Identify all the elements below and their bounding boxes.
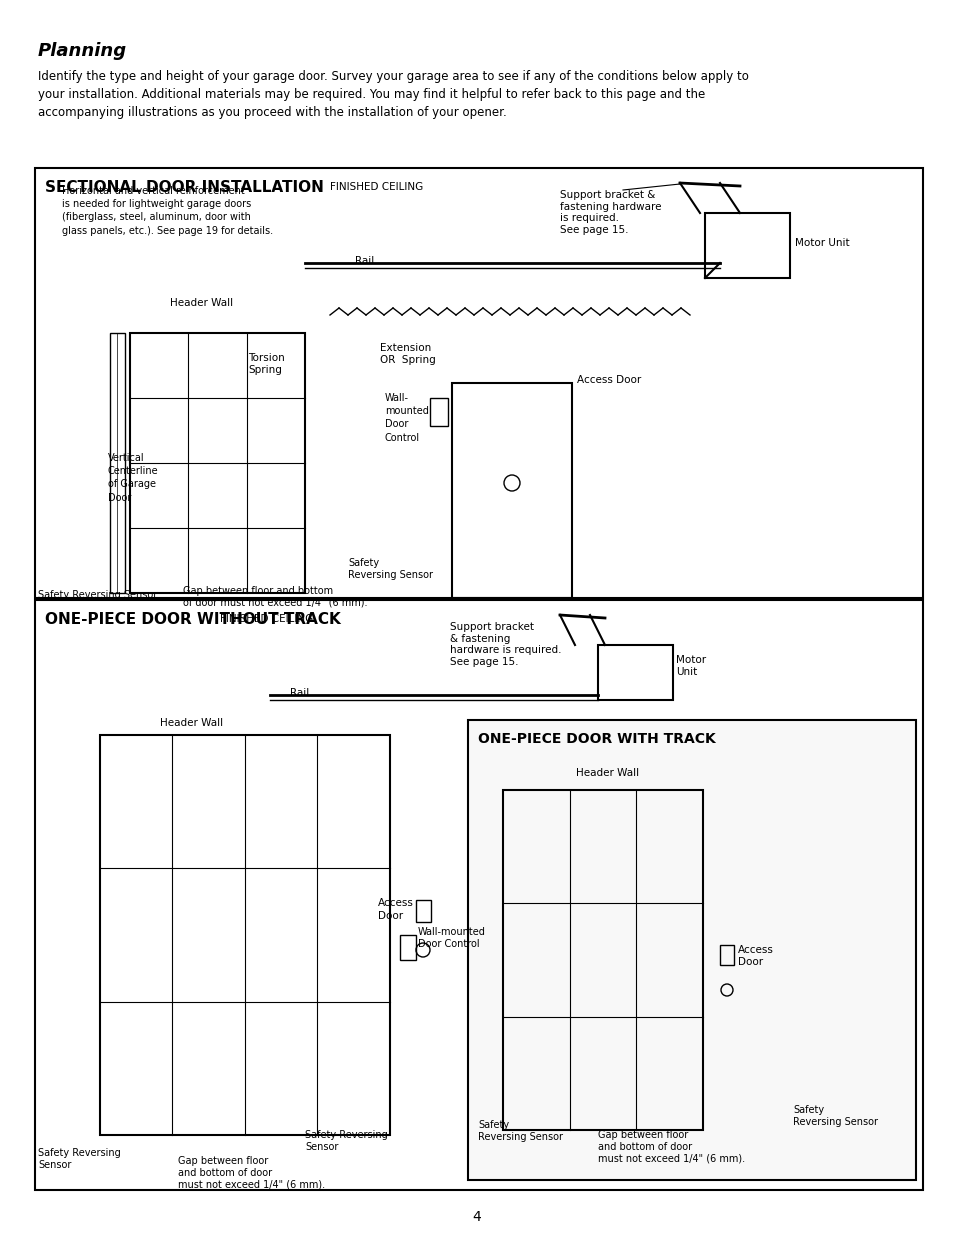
Bar bbox=[430, 398, 448, 426]
Text: Extension
OR  Spring: Extension OR Spring bbox=[379, 343, 436, 364]
Text: Header Wall: Header Wall bbox=[170, 298, 233, 308]
Text: Gap between floor and bottom
of door must not exceed 1/4" (6 mm).: Gap between floor and bottom of door mus… bbox=[183, 585, 367, 608]
Bar bbox=[110, 333, 125, 593]
Text: Support bracket
& fastening
hardware is required.
See page 15.: Support bracket & fastening hardware is … bbox=[450, 622, 561, 667]
Bar bbox=[720, 945, 733, 965]
Text: Safety Reversing Sensor: Safety Reversing Sensor bbox=[38, 590, 157, 600]
Bar bbox=[130, 333, 305, 593]
Text: Access Door: Access Door bbox=[577, 375, 640, 385]
Bar bbox=[502, 790, 702, 1130]
Text: Vertical
Centerline
of Garage
Door: Vertical Centerline of Garage Door bbox=[108, 453, 158, 503]
Text: Rail: Rail bbox=[290, 688, 309, 698]
Text: Safety Reversing
Sensor: Safety Reversing Sensor bbox=[38, 1149, 121, 1170]
Text: Access
Door: Access Door bbox=[738, 945, 773, 967]
Bar bbox=[100, 735, 390, 1135]
Bar bbox=[598, 645, 672, 700]
Text: Header Wall: Header Wall bbox=[576, 768, 639, 778]
Text: FINISHED CEILING: FINISHED CEILING bbox=[220, 614, 313, 624]
Bar bbox=[35, 168, 923, 598]
Bar bbox=[399, 935, 416, 960]
Text: Gap between floor
and bottom of door
must not exceed 1/4" (6 mm).: Gap between floor and bottom of door mus… bbox=[178, 1156, 325, 1189]
Text: Motor Unit: Motor Unit bbox=[794, 238, 849, 248]
Text: Header Wall: Header Wall bbox=[160, 718, 223, 727]
Bar bbox=[35, 600, 923, 1191]
Text: FINISHED CEILING: FINISHED CEILING bbox=[330, 182, 423, 191]
Text: SECTIONAL DOOR INSTALLATION: SECTIONAL DOOR INSTALLATION bbox=[45, 180, 323, 195]
Text: Access
Door: Access Door bbox=[377, 898, 414, 921]
Bar bbox=[704, 212, 789, 278]
Text: Identify the type and height of your garage door. Survey your garage area to see: Identify the type and height of your gar… bbox=[38, 70, 748, 119]
Text: Rail: Rail bbox=[355, 256, 374, 266]
Text: Safety
Reversing Sensor: Safety Reversing Sensor bbox=[792, 1105, 877, 1126]
Text: Wall-
mounted
Door
Control: Wall- mounted Door Control bbox=[385, 393, 429, 442]
Text: Gap between floor
and bottom of door
must not exceed 1/4" (6 mm).: Gap between floor and bottom of door mus… bbox=[598, 1130, 744, 1163]
Bar bbox=[468, 720, 915, 1179]
Text: Safety
Reversing Sensor: Safety Reversing Sensor bbox=[348, 558, 433, 579]
Text: ONE-PIECE DOOR WITH TRACK: ONE-PIECE DOOR WITH TRACK bbox=[477, 732, 715, 746]
Text: Support bracket &
fastening hardware
is required.
See page 15.: Support bracket & fastening hardware is … bbox=[559, 190, 660, 235]
Text: Planning: Planning bbox=[38, 42, 127, 61]
Text: 4: 4 bbox=[472, 1210, 481, 1224]
Text: Safety Reversing
Sensor: Safety Reversing Sensor bbox=[305, 1130, 387, 1151]
Text: Wall-mounted
Door Control: Wall-mounted Door Control bbox=[417, 927, 485, 948]
Text: Horizontal and vertical reinforcement
is needed for lightweight garage doors
(fi: Horizontal and vertical reinforcement is… bbox=[62, 186, 273, 236]
Text: Torsion
Spring: Torsion Spring bbox=[248, 353, 284, 374]
Text: Safety
Reversing Sensor: Safety Reversing Sensor bbox=[477, 1120, 562, 1141]
Bar bbox=[452, 383, 572, 598]
Text: ONE-PIECE DOOR WITHOUT TRACK: ONE-PIECE DOOR WITHOUT TRACK bbox=[45, 613, 340, 627]
Text: Motor
Unit: Motor Unit bbox=[676, 655, 705, 677]
Bar bbox=[416, 900, 431, 923]
